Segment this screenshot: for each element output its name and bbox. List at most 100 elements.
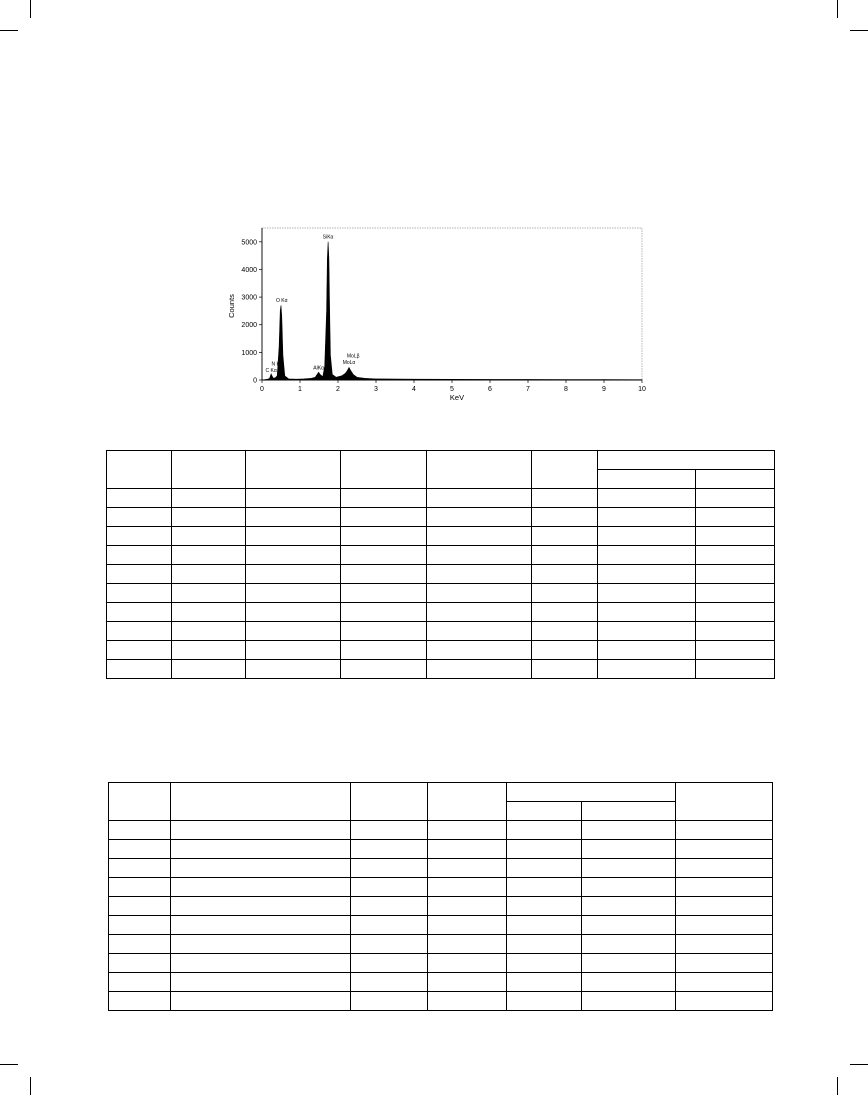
table-cell (694, 659, 776, 679)
table-cell (171, 507, 247, 527)
table-cell (171, 488, 247, 508)
x-tick-label: 3 (374, 386, 378, 393)
table-subheader-cell (694, 469, 776, 489)
table-cell (171, 564, 247, 584)
table-cell (350, 839, 429, 859)
table-cell (596, 564, 696, 584)
table-cell (340, 621, 428, 641)
table-cell (427, 877, 507, 897)
table-cell (107, 839, 172, 859)
table-header-cell (530, 450, 598, 489)
table-row (105, 640, 776, 660)
y-tick-label: 5000 (241, 239, 257, 246)
table-cell (107, 934, 172, 954)
table-cell (596, 659, 696, 679)
x-tick-label: 9 (602, 386, 606, 393)
table-header-cell (245, 450, 342, 489)
table-cell (530, 602, 598, 622)
table-cell (580, 991, 676, 1011)
table-cell (170, 896, 352, 916)
y-tick-label: 2000 (241, 322, 257, 329)
table-cell (505, 934, 582, 954)
table-cell (105, 545, 173, 565)
table-header-cell (426, 450, 532, 489)
table-row (109, 801, 773, 821)
table-cell (426, 621, 532, 641)
table-cell (530, 583, 598, 603)
table-row (107, 469, 776, 489)
y-tick-label: 3000 (241, 295, 257, 302)
table-cell (674, 877, 774, 897)
crop-mark (0, 1064, 18, 1065)
plot-frame (261, 227, 643, 381)
table-cell (105, 621, 173, 641)
table-row (105, 545, 776, 565)
table-cell (505, 839, 582, 859)
table-cell (694, 545, 776, 565)
spectrum-series (261, 241, 643, 381)
table-cell (426, 659, 532, 679)
table-cell (596, 507, 696, 527)
table-cell (350, 858, 429, 878)
table-cell (350, 991, 429, 1011)
table-row (107, 934, 774, 954)
table-cell (694, 640, 776, 660)
table-cell (245, 621, 342, 641)
table-row (107, 972, 774, 992)
table-cell (674, 896, 774, 916)
x-tick-label: 8 (564, 386, 568, 393)
table-row (107, 839, 774, 859)
table-cell (530, 488, 598, 508)
table-cell (580, 953, 676, 973)
table-cell (580, 934, 676, 954)
table-cell (580, 820, 676, 840)
table-cell (674, 953, 774, 973)
x-axis-label: KeV (450, 393, 464, 402)
table-cell (580, 915, 676, 935)
table-cell (107, 953, 172, 973)
table-row (107, 991, 774, 1011)
table-cell (170, 858, 352, 878)
table-cell (674, 839, 774, 859)
table-cell (170, 820, 352, 840)
table-cell (426, 526, 532, 546)
table-row (107, 782, 774, 821)
y-tick-label: 1000 (241, 350, 257, 357)
peak-label: N K (272, 362, 281, 368)
x-tick-label: 10 (638, 386, 646, 393)
table-cell (245, 640, 342, 660)
table-cell (580, 839, 676, 859)
table-cell (170, 991, 352, 1011)
table-cell (170, 934, 352, 954)
plot-border (261, 227, 643, 381)
table-subheader-cell (580, 801, 676, 821)
table-cell (505, 896, 582, 916)
table-row (105, 583, 776, 603)
table-cell (171, 526, 247, 546)
table-cell (105, 602, 173, 622)
table-cell (340, 640, 428, 660)
table-row (107, 877, 774, 897)
table-cell (427, 839, 507, 859)
data-table-1 (105, 450, 776, 679)
table-row (107, 896, 774, 916)
table-cell (350, 896, 429, 916)
table-cell (105, 659, 173, 679)
table-cell (530, 545, 598, 565)
x-tick-label: 1 (298, 386, 302, 393)
table-cell (245, 602, 342, 622)
x-tick-label: 6 (488, 386, 492, 393)
table-row (107, 820, 774, 840)
table-header-cell (105, 450, 173, 489)
table-cell (107, 877, 172, 897)
table-cell (427, 858, 507, 878)
table-subheader-cell (596, 469, 696, 489)
table-cell (350, 953, 429, 973)
table-cell (105, 488, 173, 508)
table-cell (674, 972, 774, 992)
peak-label: MoLα (343, 360, 356, 366)
table-cell (350, 877, 429, 897)
table-cell (340, 526, 428, 546)
table-cell (674, 991, 774, 1011)
